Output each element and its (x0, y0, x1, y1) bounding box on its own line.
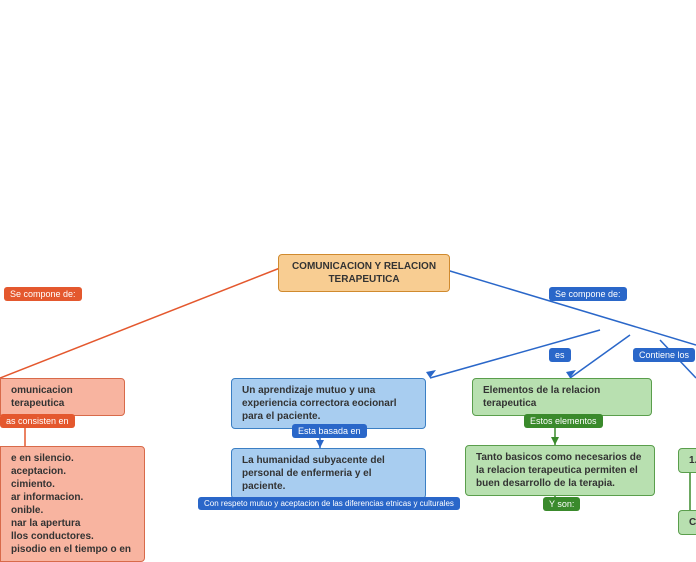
edge-label-respeto: Con respeto mutuo y aceptacion de las di… (198, 497, 460, 510)
edge-label-yson: Y son: (543, 497, 580, 511)
edge-label-consisten: as consisten en (0, 414, 75, 428)
node-list[interactable]: e en silencio. aceptacion. cimiento. ar … (0, 446, 145, 562)
edge-label-left: Se compone de: (4, 287, 82, 301)
edge-es (430, 330, 600, 378)
node-far2[interactable]: Co (678, 510, 696, 535)
edge-root-right (440, 268, 696, 345)
edge-label-estos: Estos elementos (524, 414, 603, 428)
edge-label-es: es (549, 348, 571, 362)
node-elementos[interactable]: Elementos de la relacion terapeutica (472, 378, 652, 416)
node-tanto[interactable]: Tanto basicos como necesarios de la rela… (465, 445, 655, 496)
edge-label-right: Se compone de: (549, 287, 627, 301)
root-node[interactable]: COMUNICACION Y RELACION TERAPEUTICA (278, 254, 450, 292)
edge-elementos (570, 335, 630, 378)
edge-label-basada: Esta basada en (292, 424, 367, 438)
node-aprendizaje[interactable]: Un aprendizaje mutuo y una experiencia c… (231, 378, 426, 429)
edge-root-left (0, 268, 280, 378)
node-comunicacion[interactable]: omunicacion terapeutica (0, 378, 125, 416)
edge-label-contiene: Contiene los (633, 348, 695, 362)
node-far1[interactable]: 1. (678, 448, 696, 473)
node-humanidad[interactable]: La humanidad subyacente del personal de … (231, 448, 426, 499)
